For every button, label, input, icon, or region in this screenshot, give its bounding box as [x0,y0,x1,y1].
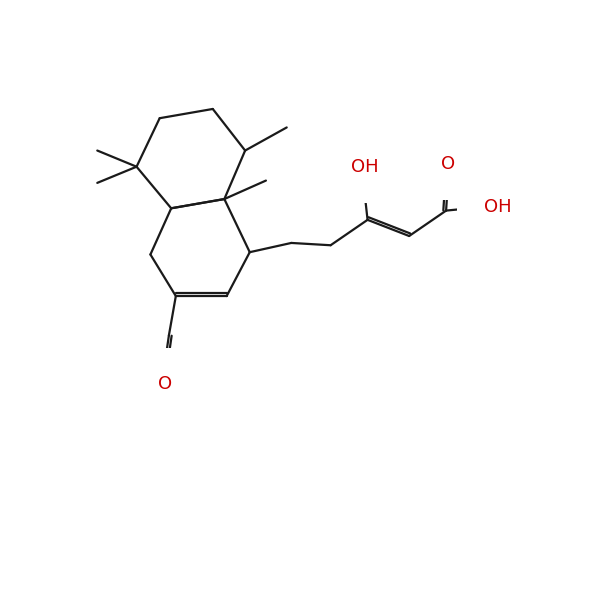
Text: OH: OH [352,158,379,176]
Text: O: O [442,155,455,173]
Text: O: O [158,375,172,393]
Text: OH: OH [484,198,512,216]
